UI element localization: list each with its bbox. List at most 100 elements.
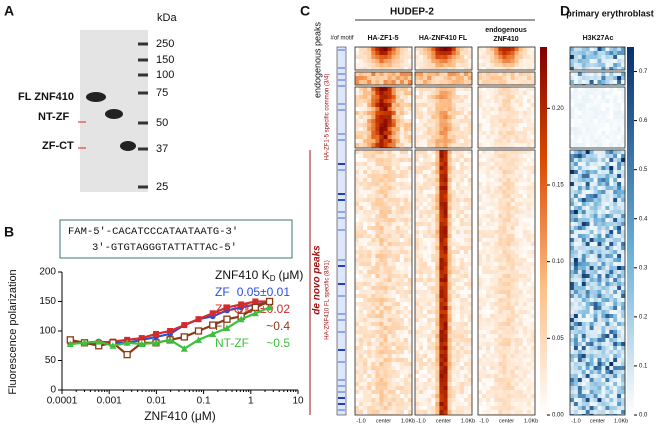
heatmap-cell: [435, 242, 439, 246]
legend-title: ZNF410 KD(μM): [215, 268, 303, 283]
heatmap-cell: [598, 111, 602, 115]
heatmap-cell: [478, 334, 482, 338]
heatmap-cell: [507, 238, 511, 242]
heatmap-cell: [609, 234, 613, 238]
heatmap-cell: [367, 127, 371, 131]
heatmap-cell: [392, 322, 396, 326]
heatmap-cell: [388, 154, 392, 158]
heatmap-cell: [423, 254, 427, 258]
heatmap-cell: [464, 354, 468, 358]
heatmap-cell: [355, 282, 359, 286]
heatmap-cell: [511, 374, 515, 378]
heatmap-cell: [400, 80, 404, 84]
heatmap-cell: [582, 111, 586, 115]
heatmap-cell: [590, 95, 594, 99]
heatmap-cell: [609, 262, 613, 266]
heatmap-cell: [359, 262, 363, 266]
heatmap-cell: [601, 282, 605, 286]
heatmap-cell: [379, 322, 383, 326]
heatmap-cell: [609, 115, 613, 119]
heatmap-cell: [388, 210, 392, 214]
heatmap-cell: [502, 370, 506, 374]
heatmap-cell: [507, 282, 511, 286]
heatmap-cell: [439, 410, 443, 414]
heatmap-cell: [507, 254, 511, 258]
heatmap-cell: [388, 170, 392, 174]
heatmap-cell: [527, 131, 531, 135]
heatmap-cell: [527, 410, 531, 414]
heatmap-cell: [396, 143, 400, 147]
heatmap-cell: [379, 334, 383, 338]
heatmap-cell: [617, 162, 621, 166]
heatmap-cell: [507, 298, 511, 302]
heatmap-cell: [478, 302, 482, 306]
heatmap-cell: [419, 76, 423, 80]
heatmap-cell: [464, 234, 468, 238]
heatmap: [478, 47, 535, 415]
heatmap-cell: [427, 51, 431, 55]
heatmap-cell: [355, 218, 359, 222]
heatmap-cell: [594, 67, 598, 70]
heatmap-cell: [392, 210, 396, 214]
heatmap-cell: [605, 242, 609, 246]
heatmap-cell: [423, 162, 427, 166]
heatmap-cell: [379, 274, 383, 278]
heatmap-cell: [415, 266, 419, 270]
heatmap-cell: [355, 294, 359, 298]
heatmap-cell: [464, 310, 468, 314]
heatmap-cell: [570, 258, 574, 262]
heatmap-cell: [415, 314, 419, 318]
heatmap-cell: [460, 115, 464, 119]
heatmap-cell: [456, 322, 460, 326]
heatmap-cell: [482, 202, 486, 206]
heatmap-cell: [502, 162, 506, 166]
heatmap-cell: [494, 143, 498, 147]
heatmap-cell: [498, 398, 502, 402]
heatmap-cell: [427, 59, 431, 63]
heatmap-cell: [570, 119, 574, 123]
heatmap-cell: [396, 174, 400, 178]
heatmap-cell: [578, 250, 582, 254]
heatmap-cell: [415, 162, 419, 166]
heatmap-cell: [613, 210, 617, 214]
heatmap-cell: [400, 354, 404, 358]
heatmap-cell: [498, 55, 502, 59]
heatmap-cell: [419, 378, 423, 382]
heatmap-cell: [519, 386, 523, 390]
heatmap-cell: [388, 214, 392, 218]
heatmap: [355, 47, 412, 415]
heatmap-cell: [617, 91, 621, 95]
heatmap-cell: [478, 318, 482, 322]
heatmap-cell: [498, 198, 502, 202]
heatmap-cell: [404, 72, 408, 76]
heatmap-cell: [367, 158, 371, 162]
heatmap-cell: [482, 91, 486, 95]
heatmap-cell: [582, 254, 586, 258]
heatmap-cell: [431, 234, 435, 238]
heatmap-cell: [594, 80, 598, 84]
heatmap-cell: [435, 182, 439, 186]
heatmap-cell: [570, 294, 574, 298]
heatmap-cell: [490, 103, 494, 107]
heatmap-cell: [415, 51, 419, 55]
heatmap-cell: [609, 202, 613, 206]
heatmap-cell: [601, 178, 605, 182]
heatmap-cell: [379, 342, 383, 346]
heatmap-cell: [423, 91, 427, 95]
heatmap-cell: [601, 234, 605, 238]
heatmap-cell: [419, 282, 423, 286]
heatmap-cell: [527, 234, 531, 238]
heatmap-cell: [379, 398, 383, 402]
heatmap-cell: [392, 87, 396, 91]
heatmap-cell: [507, 119, 511, 123]
heatmap-cell: [367, 386, 371, 390]
heatmap-cell: [523, 103, 527, 107]
heatmap-cell: [375, 55, 379, 59]
heatmap-cell: [359, 214, 363, 218]
heatmap-cell: [375, 386, 379, 390]
heatmap-cell: [519, 135, 523, 139]
heatmap-cell: [419, 334, 423, 338]
heatmap-cell: [423, 139, 427, 143]
heatmap-cell: [490, 115, 494, 119]
heatmap-cell: [456, 91, 460, 95]
